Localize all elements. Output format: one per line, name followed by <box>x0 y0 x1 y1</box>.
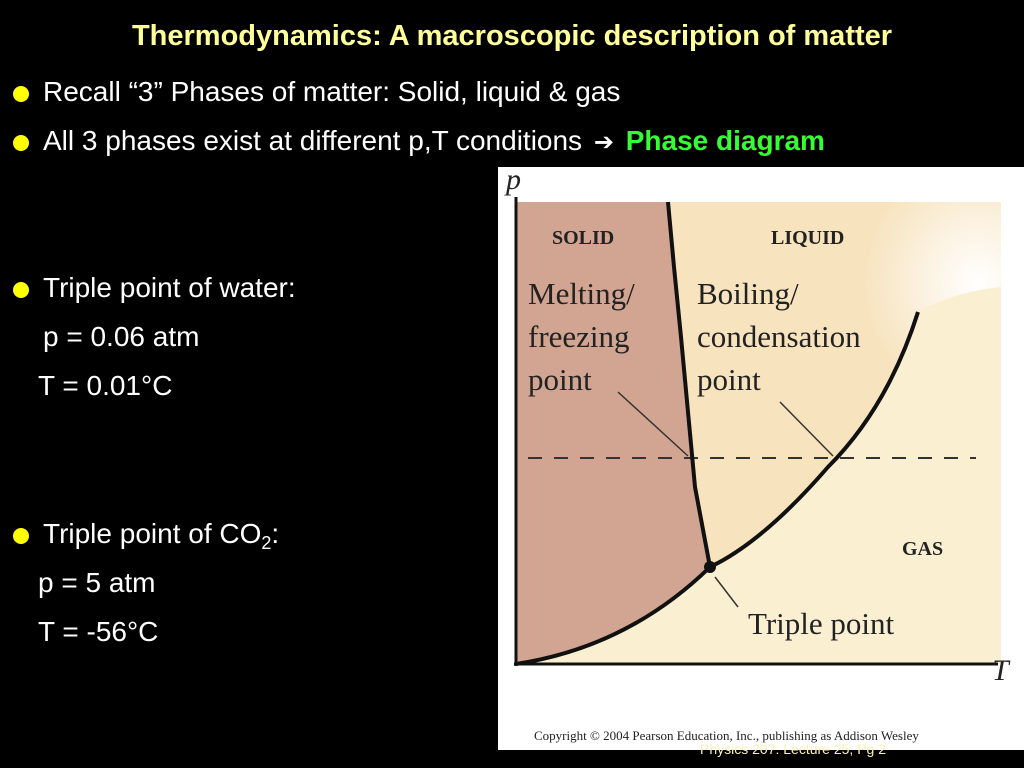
sublimation-curve <box>515 565 712 666</box>
co2-subscript: 2 <box>261 533 272 553</box>
liquid-region <box>668 202 1001 567</box>
bullet-dot <box>13 282 29 298</box>
triple-leader-line <box>714 576 739 608</box>
water-temperature: T = 0.01°C <box>38 370 173 401</box>
phase-diagram-figure: p T SOLID LIQUID GAS Melting/ freezing p… <box>498 167 1024 750</box>
co2-heading-colon: : <box>271 518 280 549</box>
boiling-label-line2: condensation <box>697 319 861 354</box>
slide-footer: Physics 207: Lecture 25, Pg 2 <box>700 741 886 757</box>
arrow-right-icon: ➔ <box>593 129 614 156</box>
co2-pressure: p = 5 atm <box>38 567 156 598</box>
melting-curve <box>666 201 712 568</box>
melting-label-line1: Melting/ <box>528 276 635 311</box>
bullet-dot <box>13 135 29 151</box>
bullet-exist-text: All 3 phases exist at different p,T cond… <box>43 125 583 156</box>
solid-label: SOLID <box>552 227 614 249</box>
bullet-dot <box>13 528 29 544</box>
melting-leader-line <box>617 391 689 457</box>
copyright-text: Copyright © 2004 Pearson Education, Inc.… <box>534 728 919 743</box>
triple-point-label: Triple point <box>748 606 895 641</box>
melting-label-line3: point <box>528 362 592 397</box>
melting-label-line2: freezing <box>528 319 630 354</box>
phase-diagram-svg: p T SOLID LIQUID GAS Melting/ freezing p… <box>504 167 1011 743</box>
co2-heading: Triple point of CO2: <box>43 518 279 554</box>
boiling-label-line3: point <box>697 362 761 397</box>
bullet-phases: Recall “3” Phases of matter: Solid, liqu… <box>43 76 620 108</box>
vaporization-curve <box>709 311 920 569</box>
t-axis-label: T <box>992 654 1011 687</box>
liquid-label: LIQUID <box>771 227 844 249</box>
gas-label: GAS <box>902 538 943 560</box>
phase-diagram-highlight: Phase diagram <box>625 125 825 156</box>
bullet-dot <box>13 86 29 102</box>
co2-temperature: T = -56°C <box>38 616 159 647</box>
slide-title: Thermodynamics: A macroscopic descriptio… <box>131 20 893 52</box>
water-heading: Triple point of water: <box>43 272 296 303</box>
triple-point-marker <box>704 561 716 573</box>
boiling-label-line1: Boiling/ <box>697 276 799 311</box>
bullet-phases-text: Recall “3” Phases of matter: Solid, liqu… <box>43 76 621 107</box>
co2-heading-text: Triple point of CO <box>43 518 262 549</box>
solid-region <box>516 202 710 664</box>
water-pressure: p = 0.06 atm <box>43 321 200 352</box>
p-axis-label: p <box>504 167 521 196</box>
boiling-leader-line <box>779 401 834 457</box>
bullet-phase-diagram: All 3 phases exist at different p,T cond… <box>43 125 825 157</box>
